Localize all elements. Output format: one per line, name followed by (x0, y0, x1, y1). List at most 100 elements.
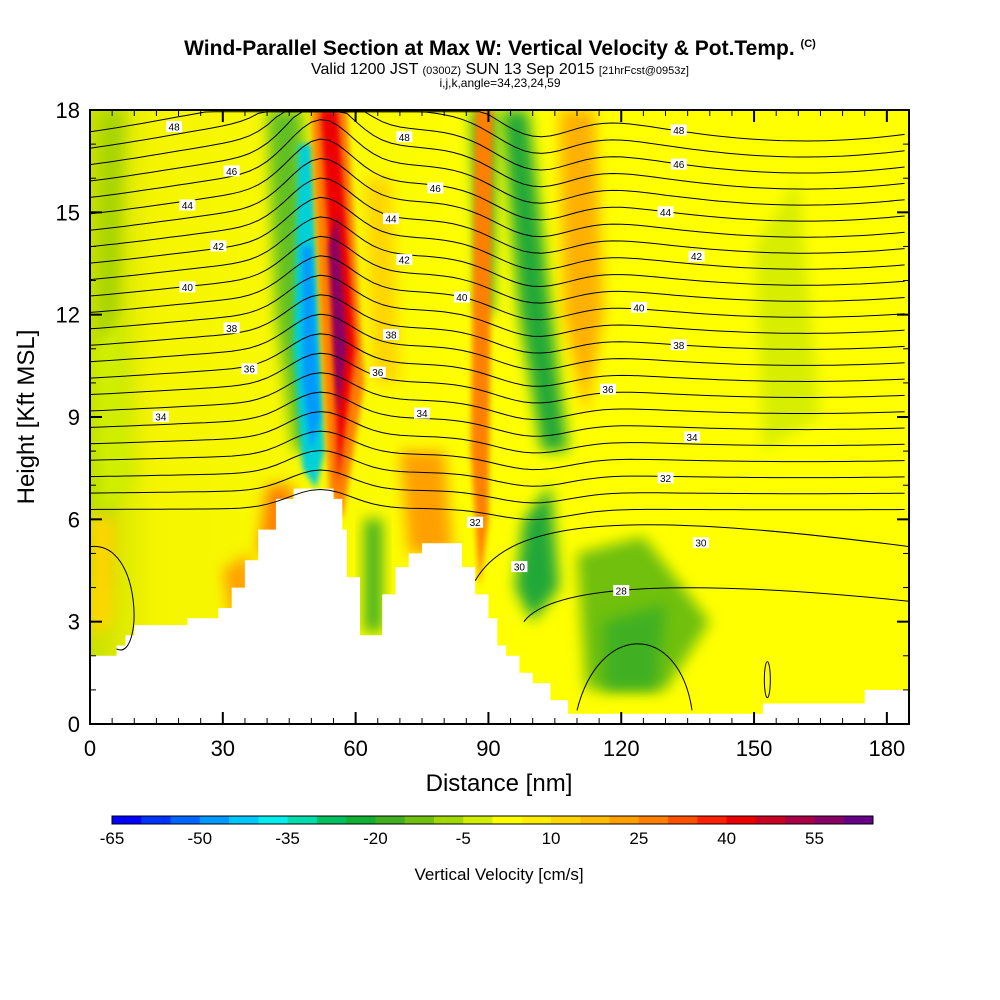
theta-contour-line (90, 294, 905, 354)
contour-label-text: 42 (213, 242, 225, 253)
colorbar-swatch (316, 816, 347, 824)
contour-label: 42 (688, 250, 705, 263)
contour-label-text: 48 (673, 126, 685, 137)
x-tick-label: 90 (476, 736, 500, 761)
contour-label-bg (210, 240, 227, 252)
y-tick-label: 3 (68, 610, 80, 635)
colorbar-swatch (492, 816, 523, 824)
contour-label: 46 (223, 165, 240, 178)
contour-label: 34 (684, 431, 701, 444)
contour-label-bg (223, 165, 240, 177)
contour-label-bg (414, 407, 431, 419)
contour-label: 48 (166, 121, 183, 134)
contour-label-bg (396, 254, 413, 266)
contour-label-text: 46 (430, 184, 442, 195)
contour-label: 30 (692, 537, 709, 550)
colorbar: -65 -50 -35 -20 -5 10 25 40 55 (100, 815, 874, 848)
contour-label: 36 (599, 383, 616, 396)
colorbar-swatch (170, 816, 201, 824)
contour-label-bg (427, 182, 444, 194)
theta-contour-line (90, 372, 905, 420)
colorbar-label: 40 (717, 829, 736, 848)
velocity-blob (364, 519, 383, 632)
contour-label-bg (383, 213, 400, 225)
velocity-shading (90, 110, 821, 690)
velocity-blob (501, 110, 569, 452)
colorbar-title: Vertical Velocity [cm/s] (414, 865, 583, 884)
contour-label: 40 (453, 291, 470, 304)
potential-temperature-contours (90, 111, 909, 711)
contour-label-bg (657, 206, 674, 218)
contour-label-text: 36 (372, 368, 384, 379)
contour-label: 42 (210, 240, 227, 253)
velocity-blob (399, 451, 453, 554)
contour-label: 48 (670, 124, 687, 137)
velocity-blob (603, 604, 666, 690)
colorbar-label: -65 (100, 829, 125, 848)
y-axis-label: Height [Kft MSL] (13, 330, 40, 505)
theta-contour-line (90, 177, 905, 254)
contour-label-bg (223, 322, 240, 334)
x-tick-label: 120 (603, 736, 640, 761)
contour-label-text: 34 (416, 409, 428, 420)
colorbar-swatch (814, 816, 845, 824)
theta-contour-line (523, 587, 909, 622)
y-tick-label: 12 (56, 303, 80, 328)
contour-label-bg (684, 431, 701, 443)
colorbar-swatch (375, 816, 406, 824)
contour-label-text: 48 (399, 133, 411, 144)
colorbar-swatch (287, 816, 318, 824)
contour-label-text: 28 (616, 586, 628, 597)
contour-label: 48 (396, 131, 413, 144)
colorbar-swatch (463, 816, 493, 824)
contour-label-bg (670, 124, 687, 136)
theta-contour-line (90, 111, 905, 158)
contour-label: 32 (467, 516, 484, 529)
contour-label: 36 (369, 366, 386, 379)
y-tick-label: 6 (68, 507, 80, 532)
contour-label-text: 38 (385, 331, 397, 342)
contour-label: 38 (223, 322, 240, 335)
contour-label: 44 (383, 213, 400, 226)
copyright-mark: (C) (800, 38, 816, 50)
colorbar-swatch (755, 816, 786, 824)
contour-label: 42 (396, 254, 413, 267)
contour-label: 32 (657, 472, 674, 485)
theta-contour-line (90, 469, 905, 504)
theta-contour-line (90, 546, 135, 651)
contour-label-text: 30 (695, 539, 707, 550)
x-axis-label: Distance [nm] (426, 770, 573, 797)
contour-label-bg (179, 199, 196, 211)
x-tick-label: 30 (211, 736, 235, 761)
contour-label-bg (630, 301, 647, 313)
valid-time-part1: Valid 1200 JST (311, 61, 419, 78)
colorbar-swatch (433, 816, 464, 824)
valid-time-part2: SUN 13 Sep 2015 (465, 61, 595, 78)
contour-label: 44 (657, 206, 674, 219)
colorbar-label: 10 (542, 829, 561, 848)
contour-label-text: 40 (456, 293, 468, 304)
x-tick-label: 0 (84, 736, 96, 761)
contour-label-text: 30 (514, 563, 526, 574)
contour-label: 34 (414, 407, 431, 420)
contour-label-bg (166, 121, 183, 133)
chart-subtitle: Valid 1200 JST (0300Z) SUN 13 Sep 2015 [… (0, 61, 1000, 79)
theta-contour-line (90, 274, 905, 337)
contour-label-text: 40 (633, 303, 645, 314)
theta-contour-line (90, 119, 905, 206)
contour-label: 36 (241, 363, 258, 376)
contour-label-bg (692, 537, 709, 549)
colorbar-swatch (112, 816, 142, 824)
colorbar-swatch (609, 816, 640, 824)
colorbar-swatch (229, 816, 259, 824)
contour-label-text: 38 (673, 341, 685, 352)
contour-label: 40 (630, 301, 647, 314)
contour-label-bg (453, 291, 470, 303)
theta-contour-line (90, 333, 905, 387)
contour-label-text: 44 (182, 201, 194, 212)
x-tick-label: 60 (343, 736, 367, 761)
contour-label-bg (657, 472, 674, 484)
x-axis: 0 30 60 90 120 150 180 (84, 110, 905, 761)
contour-label-bg (670, 158, 687, 170)
contour-label-bg (467, 516, 484, 528)
